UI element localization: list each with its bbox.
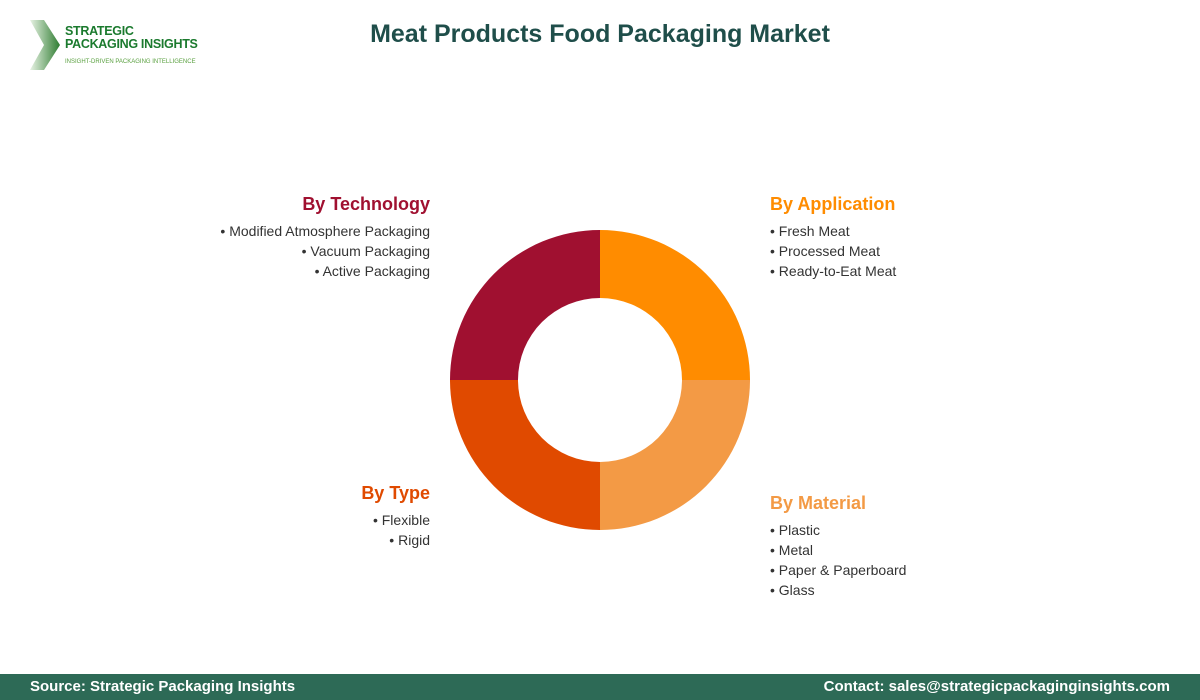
segment-item: Metal [770, 540, 1030, 560]
donut-slice-by-type [450, 380, 600, 530]
segment-item: Processed Meat [770, 241, 1030, 261]
segment-title: By Application [770, 194, 896, 214]
segment-item: Active Packaging [170, 261, 430, 281]
segment-item: Modified Atmosphere Packaging [170, 221, 430, 241]
segment-title: By Material [770, 493, 867, 513]
segment-item: Ready-to-Eat Meat [770, 261, 1030, 281]
segment-item: Plastic [770, 520, 1030, 540]
segment-item: Paper & Paperboard [770, 560, 1030, 580]
source-text: Source: Strategic Packaging Insights [30, 678, 296, 695]
segment-item: Glass [770, 580, 1030, 600]
segment-item: Fresh Meat [770, 221, 1030, 241]
legend-technology: By Technology Modified Atmosphere Packag… [170, 194, 430, 281]
legend-application: By Application Fresh MeatProcessed MeatR… [770, 194, 1030, 281]
segment-item: Rigid [170, 530, 430, 550]
donut-slice-by-application [600, 230, 750, 380]
legend-material: By Material PlasticMetalPaper & Paperboa… [770, 493, 1030, 600]
donut-slice-by-technology [450, 230, 600, 380]
footer: Source: Strategic Packaging Insights Con… [0, 674, 1200, 700]
logo-tagline: INSIGHT-DRIVEN PACKAGING INTELLIGENCE [65, 59, 196, 65]
logo-text: PACKAGING INSIGHTS [65, 37, 198, 51]
logo-chevron-icon [30, 20, 60, 70]
donut-slice-by-material [600, 380, 750, 530]
segment-title: By Type [361, 483, 430, 503]
segment-title: By Technology [302, 194, 430, 214]
donut-chart [450, 230, 750, 530]
legend-type: By Type FlexibleRigid [170, 483, 430, 550]
page-title: Meat Products Food Packaging Market [370, 20, 830, 48]
logo: STRATEGIC PACKAGING INSIGHTS INSIGHT-DRI… [30, 18, 200, 73]
segment-item: Flexible [170, 510, 430, 530]
contact-text: Contact: sales@strategicpackaginginsight… [823, 678, 1170, 695]
segment-item: Vacuum Packaging [170, 241, 430, 261]
logo-text: STRATEGIC [65, 24, 134, 38]
